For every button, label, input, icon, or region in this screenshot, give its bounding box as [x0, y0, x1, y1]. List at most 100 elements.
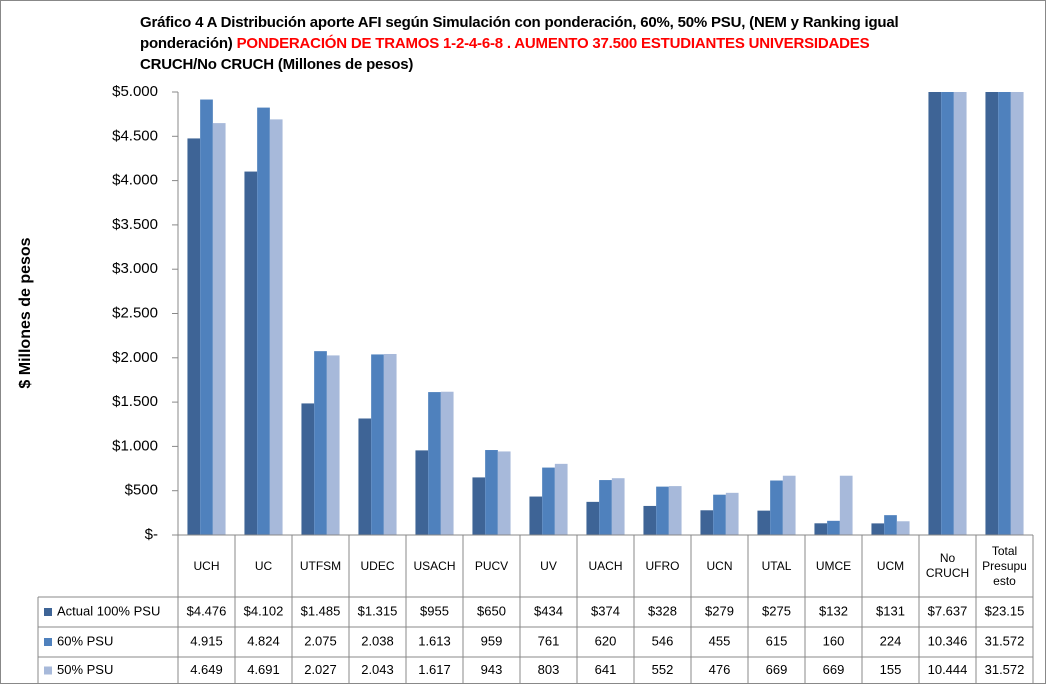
data-label: $1.315	[358, 603, 398, 618]
bar	[586, 501, 600, 535]
data-label: 943	[481, 662, 503, 677]
y-tick-label: $1.500	[112, 393, 158, 410]
data-label: $4.102	[244, 603, 284, 618]
data-label: 615	[766, 633, 788, 648]
y-tick-label: $3.500	[112, 216, 158, 233]
bar	[643, 505, 657, 535]
data-label: 2.075	[304, 633, 337, 648]
data-label: 476	[709, 662, 731, 677]
bar	[1010, 92, 1024, 535]
bar	[497, 451, 511, 535]
bar	[554, 463, 568, 535]
chart-title: Gráfico 4 A Distribución aporte AFI segú…	[140, 12, 930, 75]
bar	[542, 467, 555, 535]
data-label: $434	[534, 603, 563, 618]
data-label: 2.038	[361, 633, 394, 648]
bar	[244, 171, 258, 535]
bar	[928, 92, 942, 535]
y-tick-label: $4.000	[112, 172, 158, 189]
data-label: $650	[477, 603, 506, 618]
bar	[814, 523, 828, 535]
x-tick-label: UTFSM	[299, 558, 342, 573]
data-label: 803	[538, 662, 560, 677]
bar	[358, 418, 372, 535]
bar	[827, 520, 840, 535]
bar	[725, 492, 739, 535]
bar	[187, 138, 201, 535]
legend-label: 50% PSU	[57, 662, 113, 677]
bar	[428, 392, 441, 535]
bar	[257, 107, 270, 535]
data-label: 4.824	[247, 633, 280, 648]
bar	[668, 486, 682, 535]
x-tick-label: UCN	[706, 558, 733, 573]
data-label: 2.043	[361, 662, 394, 677]
bar	[782, 475, 796, 535]
bars	[187, 92, 1024, 535]
data-label: 552	[652, 662, 674, 677]
data-label: 455	[709, 633, 731, 648]
data-label: $374	[591, 603, 620, 618]
y-tick-label: $3.000	[112, 260, 158, 277]
bar	[440, 391, 454, 535]
data-label: $275	[762, 603, 791, 618]
bar	[611, 478, 625, 535]
x-tick-label: UCH	[193, 558, 220, 573]
data-label: 10.444	[928, 662, 968, 677]
bar	[472, 477, 486, 535]
data-label: 669	[823, 662, 845, 677]
bar	[713, 494, 726, 535]
x-tick-label: UC	[254, 558, 273, 573]
x-tick-label: Total Presupuesto	[982, 543, 1027, 588]
bar	[884, 515, 897, 535]
legend-swatch	[44, 608, 52, 616]
bar	[941, 92, 954, 535]
x-tick-label: No CRUCH	[925, 551, 970, 580]
bar	[953, 92, 967, 535]
bar	[985, 92, 999, 535]
data-label: 4.915	[190, 633, 223, 648]
data-label: $1.485	[301, 603, 341, 618]
x-tick-label: PUCV	[474, 558, 509, 573]
title-part: Gráfico 4 A Distribución aporte AFI segú…	[140, 14, 899, 52]
data-label: 160	[823, 633, 845, 648]
title-part: CRUCH/No CRUCH (Millones de pesos)	[140, 56, 414, 73]
bar	[371, 354, 384, 535]
y-tick-label: $1.000	[112, 437, 158, 454]
bar	[301, 403, 315, 535]
data-label: 1.617	[418, 662, 451, 677]
data-label: 155	[880, 662, 902, 677]
bar	[529, 496, 543, 535]
x-tick-label: USACH	[413, 558, 456, 573]
bar	[415, 450, 429, 535]
data-label: $7.637	[928, 603, 968, 618]
data-label: $279	[705, 603, 734, 618]
data-label: $132	[819, 603, 848, 618]
y-tick-label: $5.000	[112, 83, 158, 100]
y-tick-label: $2.000	[112, 349, 158, 366]
y-tick-label: $4.500	[112, 127, 158, 144]
bar	[599, 480, 612, 535]
data-label: 1.613	[418, 633, 451, 648]
data-label: 224	[880, 633, 902, 648]
data-label: $955	[420, 603, 449, 618]
bar	[770, 480, 783, 535]
bar	[656, 486, 669, 535]
y-tick-label: $500	[125, 482, 158, 499]
data-label: 4.649	[190, 662, 223, 677]
legend-label: Actual 100% PSU	[57, 603, 160, 618]
legend-swatch	[44, 638, 52, 646]
legend-swatch	[44, 666, 52, 675]
bar	[757, 510, 771, 535]
x-tick-label: UACH	[588, 558, 623, 573]
data-label: 641	[595, 662, 617, 677]
x-tick-label: UCM	[876, 558, 905, 573]
bar	[871, 523, 885, 535]
data-label: 31.572	[985, 633, 1025, 648]
data-label: $131	[876, 603, 905, 618]
data-label: $4.476	[187, 603, 227, 618]
bar	[314, 351, 327, 535]
data-label: 546	[652, 633, 674, 648]
